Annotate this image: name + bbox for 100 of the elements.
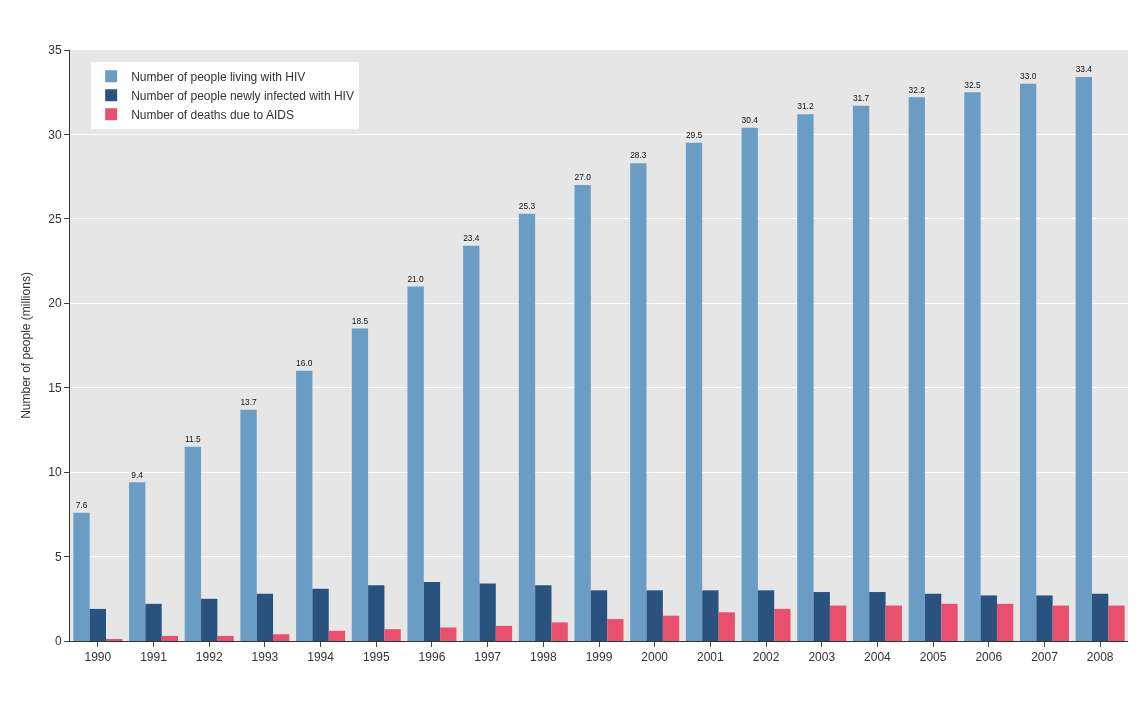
bar xyxy=(89,608,107,641)
bar xyxy=(184,446,202,641)
y-tick-label: 30 xyxy=(48,127,62,142)
x-tick-label: 2008 xyxy=(1086,650,1114,665)
bar xyxy=(1108,605,1125,641)
bar xyxy=(256,593,274,641)
legend-label: Number of deaths due to AIDS xyxy=(131,108,294,122)
x-tick-label: 1994 xyxy=(307,650,335,665)
x-tick-label: 2005 xyxy=(919,650,947,665)
bar xyxy=(384,629,401,641)
bar xyxy=(630,163,647,641)
bar xyxy=(718,612,735,641)
x-tick-label: 1993 xyxy=(251,650,279,665)
bar xyxy=(440,627,457,641)
y-tick-label: 35 xyxy=(48,43,62,58)
bar xyxy=(273,634,290,641)
bar xyxy=(312,588,329,641)
data-label: 30.4 xyxy=(741,114,759,125)
data-label: 7.6 xyxy=(75,499,88,510)
bar xyxy=(551,622,568,641)
bar xyxy=(240,409,257,641)
bar xyxy=(495,625,513,641)
x-tick-label: 2002 xyxy=(752,650,780,665)
bar xyxy=(351,328,369,641)
data-label: 13.7 xyxy=(240,396,258,407)
bar xyxy=(702,590,719,641)
data-label: 9.4 xyxy=(131,469,144,480)
bar xyxy=(518,213,536,641)
x-tick-label: 2003 xyxy=(808,650,836,665)
data-label: 31.7 xyxy=(852,93,870,104)
x-tick-label: 1998 xyxy=(529,650,557,665)
bar xyxy=(1036,595,1053,641)
bar xyxy=(217,635,234,641)
bar xyxy=(574,185,591,641)
y-tick-label: 20 xyxy=(48,296,62,311)
x-tick-label: 1992 xyxy=(195,650,223,665)
data-label: 16.0 xyxy=(296,358,313,369)
bar xyxy=(924,593,942,641)
y-tick-label: 25 xyxy=(48,212,62,227)
data-label: 27.0 xyxy=(574,172,592,183)
bar xyxy=(590,590,608,641)
data-label: 31.2 xyxy=(797,101,814,112)
bar xyxy=(885,605,902,641)
x-tick-label: 2007 xyxy=(1031,650,1059,665)
bar xyxy=(757,590,775,641)
data-label: 32.2 xyxy=(908,84,926,95)
bar xyxy=(964,92,981,641)
data-label: 18.5 xyxy=(351,315,369,326)
y-tick-label: 10 xyxy=(48,465,62,480)
bar xyxy=(646,590,663,641)
bar xyxy=(145,603,162,641)
bar xyxy=(908,97,925,641)
legend-label: Number of people living with HIV xyxy=(131,70,306,84)
x-tick-label: 1996 xyxy=(418,650,446,665)
bar xyxy=(797,114,814,641)
bar xyxy=(1019,83,1037,641)
x-tick-label: 2004 xyxy=(864,650,892,665)
bar xyxy=(662,615,680,641)
data-label: 32.5 xyxy=(964,79,981,90)
x-tick-label: 2001 xyxy=(697,650,725,665)
bar xyxy=(73,512,90,641)
bar xyxy=(607,619,624,641)
bar xyxy=(161,635,179,641)
x-tick-label: 2000 xyxy=(641,650,669,665)
bar xyxy=(1075,77,1092,641)
x-tick-label: 1997 xyxy=(474,650,502,665)
bar xyxy=(296,370,313,641)
x-tick-label: 1991 xyxy=(140,650,168,665)
bar xyxy=(1091,593,1109,641)
x-tick-label: 1995 xyxy=(362,650,390,665)
y-tick-label: 15 xyxy=(48,380,62,395)
bar xyxy=(829,605,847,641)
bar xyxy=(129,482,146,641)
data-label: 33.0 xyxy=(1019,71,1037,82)
data-label: 33.4 xyxy=(1075,64,1093,75)
legend-label: Number of people newly infected with HIV xyxy=(131,89,354,103)
bar xyxy=(328,630,346,641)
bar xyxy=(535,585,552,641)
bar xyxy=(852,105,870,641)
bar xyxy=(941,603,958,641)
bar xyxy=(869,592,886,641)
y-axis-title: Number of people (millions) xyxy=(18,272,33,419)
data-label: 11.5 xyxy=(185,434,202,445)
x-tick-label: 2006 xyxy=(975,650,1003,665)
bar xyxy=(368,585,385,641)
bar xyxy=(980,595,997,641)
bar xyxy=(407,286,424,641)
bar xyxy=(479,583,496,641)
bar xyxy=(813,592,830,641)
bar xyxy=(685,142,703,641)
bar xyxy=(201,598,218,641)
data-label: 21.0 xyxy=(407,273,425,284)
data-label: 23.4 xyxy=(463,233,480,244)
data-label: 25.3 xyxy=(518,201,536,212)
bar xyxy=(1052,605,1069,641)
data-label: 29.5 xyxy=(685,130,703,141)
bar xyxy=(741,127,758,641)
bar xyxy=(996,603,1014,641)
data-label: 28.3 xyxy=(630,150,647,161)
bar xyxy=(463,245,480,641)
